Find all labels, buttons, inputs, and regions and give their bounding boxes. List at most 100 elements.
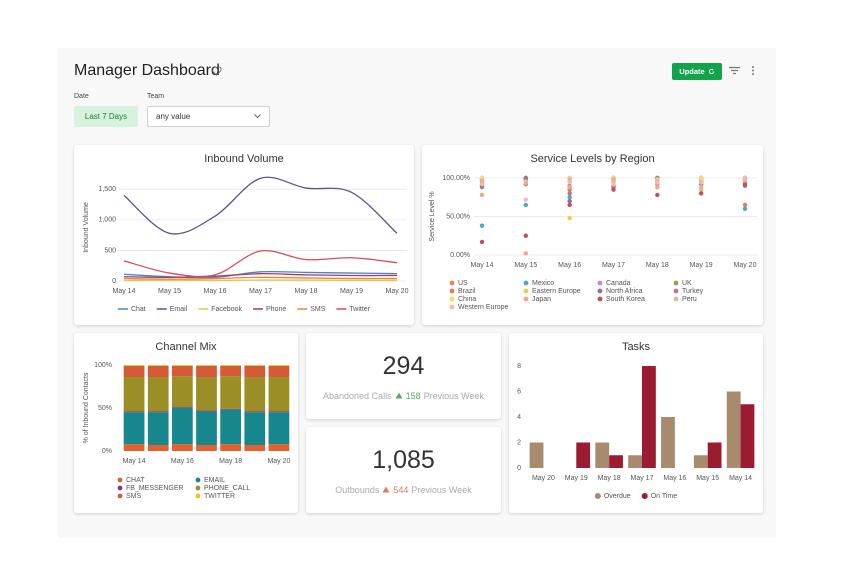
kpi-subtitle: Abandoned Calls 158 Previous Week bbox=[323, 391, 484, 401]
kpi-card: 1,085 Outbounds 544 Previous Week bbox=[306, 427, 501, 513]
legend-marker bbox=[523, 288, 529, 294]
date-filter[interactable]: Last 7 Days bbox=[74, 106, 138, 127]
legend-label: China bbox=[458, 296, 476, 303]
bar-segment bbox=[196, 410, 217, 412]
update-button[interactable]: Update bbox=[672, 63, 722, 80]
scatter-point bbox=[567, 215, 572, 221]
bar bbox=[707, 442, 722, 468]
kpi-subtitle: Outbounds 544 Previous Week bbox=[335, 485, 471, 495]
legend-marker bbox=[195, 493, 201, 499]
service-card: Service Levels by Region 0.00% 50.00% 100.0… bbox=[422, 145, 763, 325]
legend-marker bbox=[117, 493, 123, 499]
bar bbox=[529, 442, 544, 468]
scatter-point bbox=[655, 185, 660, 190]
y-tick-label: 0 bbox=[112, 278, 116, 285]
line-series bbox=[123, 249, 398, 278]
x-tick-label: May 14 bbox=[123, 458, 146, 465]
x-tick-label: May 18 bbox=[646, 262, 669, 269]
y-tick-label: 0.00% bbox=[450, 252, 470, 259]
legend-label: CHAT bbox=[126, 477, 145, 484]
legend-label: Eastern Europe bbox=[532, 288, 581, 295]
bar-segment bbox=[123, 365, 145, 378]
team-value: any value bbox=[156, 112, 191, 121]
x-tick-label: May 14 bbox=[729, 475, 752, 482]
legend-marker bbox=[594, 493, 601, 499]
y-tick-label: 8 bbox=[517, 363, 521, 370]
legend-label: Peru bbox=[682, 296, 697, 303]
x-tick-label: May 14 bbox=[471, 262, 494, 269]
legend-label: On Time bbox=[651, 493, 678, 500]
bar bbox=[576, 442, 591, 468]
legend-marker bbox=[523, 296, 529, 302]
scatter-point bbox=[611, 178, 616, 184]
chart-title: Channel Mix bbox=[155, 341, 217, 353]
legend-label: Japan bbox=[532, 296, 551, 303]
bar-segment bbox=[123, 412, 145, 445]
chart: Tasks 0 2 4 6 8 May 20 May 19 May 18 May 17 May 16… bbox=[517, 341, 755, 500]
x-tick-label: May 16 bbox=[204, 288, 227, 295]
legend-marker bbox=[597, 296, 603, 302]
bar-segment bbox=[123, 365, 145, 366]
y-tick-label: 0% bbox=[102, 448, 112, 455]
y-tick-label: 100.00% bbox=[442, 175, 470, 182]
bar-segment bbox=[196, 377, 217, 411]
x-tick-label: May 18 bbox=[598, 475, 621, 482]
scatter-point bbox=[611, 187, 616, 192]
scatter-point bbox=[698, 180, 704, 185]
legend-label: Western Europe bbox=[458, 304, 509, 311]
scatter-point bbox=[523, 202, 529, 208]
channel-card: Channel Mix 0% 50% 100% % of Inbound Contact… bbox=[74, 333, 298, 513]
legend-marker bbox=[449, 280, 455, 286]
bar bbox=[661, 417, 675, 468]
legend-marker bbox=[597, 288, 603, 294]
legend-label: North Africa bbox=[606, 288, 643, 295]
scatter-point bbox=[742, 206, 748, 211]
legend-label: PHONE_CALL bbox=[204, 485, 250, 492]
x-tick-label: May 19 bbox=[690, 262, 713, 269]
bar bbox=[628, 455, 642, 468]
dashboard-title: Manager Dashboard bbox=[74, 62, 220, 79]
legend-label: TWITTER bbox=[204, 493, 235, 500]
bar-segment bbox=[171, 444, 193, 451]
bar-segment bbox=[244, 411, 266, 413]
x-tick-label: May 19 bbox=[340, 288, 363, 295]
favorite-icon[interactable] bbox=[211, 66, 222, 76]
x-tick-label: May 17 bbox=[631, 475, 654, 482]
scatter-point bbox=[698, 185, 704, 190]
chevron-icon bbox=[254, 114, 261, 119]
scatter-point bbox=[742, 181, 748, 187]
inbound-card: Inbound Volume 0 500 1,000 1,500 Inbound Volu… bbox=[74, 145, 414, 325]
bar bbox=[693, 455, 708, 468]
legend-label: Turkey bbox=[682, 288, 704, 295]
legend-marker bbox=[117, 485, 123, 491]
bar-segment bbox=[171, 376, 193, 408]
scatter-point bbox=[567, 202, 572, 208]
kpi-change: 544 bbox=[393, 484, 409, 495]
y-tick-label: 1,500 bbox=[98, 186, 116, 193]
y-tick-label: 500 bbox=[104, 247, 116, 254]
bar-segment bbox=[171, 365, 193, 366]
line-series bbox=[123, 272, 398, 278]
scatter-point bbox=[742, 175, 748, 181]
team-filter[interactable]: any value bbox=[147, 106, 270, 127]
y-tick-label: 1,000 bbox=[98, 217, 116, 224]
x-tick-label: May 20 bbox=[267, 458, 290, 465]
x-tick-label: May 18 bbox=[219, 458, 242, 465]
legend-marker bbox=[449, 288, 455, 294]
bar-segment bbox=[123, 377, 145, 412]
y-tick-label: 50.00% bbox=[446, 213, 470, 220]
legend-label: FB_MESSENGER bbox=[126, 485, 184, 492]
legend-label: Overdue bbox=[604, 493, 631, 500]
scatter-point bbox=[479, 178, 485, 184]
legend-marker bbox=[117, 477, 123, 483]
bar-segment bbox=[268, 411, 290, 413]
bar-segment bbox=[220, 376, 242, 409]
kpi-value: 294 bbox=[382, 351, 425, 380]
legend-label: Canada bbox=[606, 280, 631, 287]
filter-icon[interactable] bbox=[729, 66, 740, 75]
more-menu-icon[interactable] bbox=[751, 65, 755, 76]
bar-segment bbox=[147, 365, 169, 366]
bar-segment bbox=[196, 444, 217, 451]
scatter-point bbox=[611, 181, 616, 187]
